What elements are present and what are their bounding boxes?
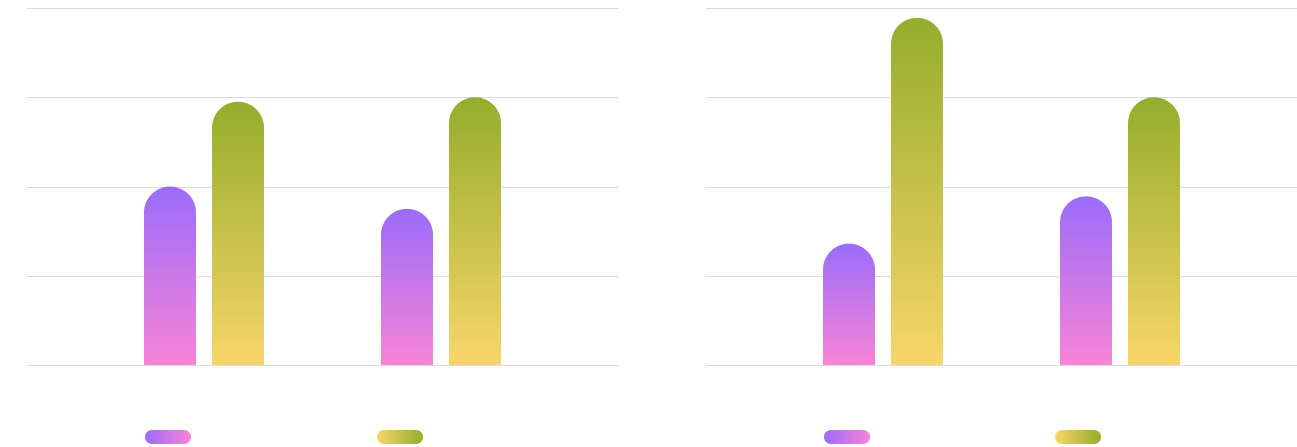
legend-swatch-series-2[interactable] bbox=[377, 430, 423, 444]
legend-swatch-series-1[interactable] bbox=[145, 430, 191, 444]
chart-panel-1 bbox=[27, 8, 619, 444]
bar-series-2-category-1 bbox=[212, 101, 264, 366]
bar-series-1-category-2 bbox=[381, 208, 433, 365]
bar-series-2-category-2 bbox=[1128, 97, 1180, 365]
bar-series-2-category-2 bbox=[449, 97, 501, 365]
bar-series-1-category-1 bbox=[823, 243, 875, 365]
chart-panel-2 bbox=[706, 8, 1297, 444]
bar-series-2-category-1 bbox=[891, 17, 943, 365]
legend-swatch-series-1[interactable] bbox=[824, 430, 870, 444]
bar-series-1-category-1 bbox=[144, 186, 196, 365]
legend-swatch-series-2[interactable] bbox=[1055, 430, 1101, 444]
bar-series-1-category-2 bbox=[1060, 196, 1112, 365]
